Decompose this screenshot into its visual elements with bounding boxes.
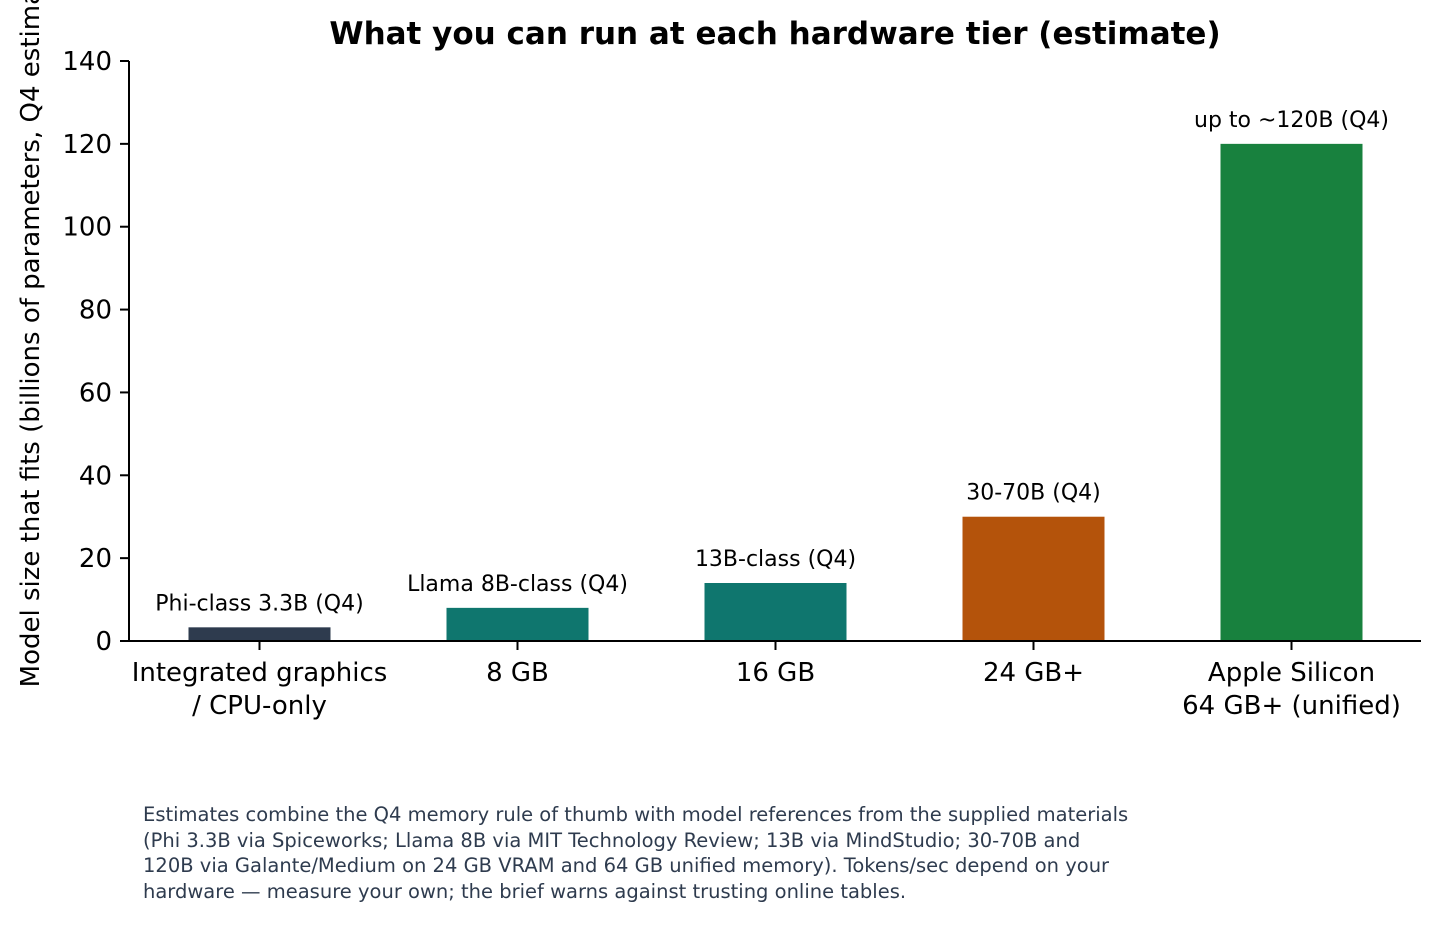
data-label: 30-70B (Q4) xyxy=(966,481,1101,506)
y-tick-label: 20 xyxy=(79,544,112,574)
y-axis-label: Model size that fits (billions of parame… xyxy=(16,0,46,687)
bar xyxy=(704,583,847,641)
bar xyxy=(188,627,331,641)
x-tick-label: 64 GB+ (unified) xyxy=(1182,691,1401,721)
x-tick-label: / CPU-only xyxy=(192,691,327,721)
data-label: Phi-class 3.3B (Q4) xyxy=(155,591,363,616)
footnote-line: 120B via Galante/Medium on 24 GB VRAM an… xyxy=(143,854,1110,877)
bar xyxy=(962,516,1105,641)
bar xyxy=(1220,143,1363,641)
data-label: Llama 8B-class (Q4) xyxy=(407,572,628,597)
y-tick-label: 120 xyxy=(62,130,112,160)
data-label: up to ~120B (Q4) xyxy=(1194,108,1389,133)
footnote-line: Estimates combine the Q4 memory rule of … xyxy=(143,803,1129,826)
chart-title: What you can run at each hardware tier (… xyxy=(329,16,1220,52)
footnote: Estimates combine the Q4 memory rule of … xyxy=(143,802,1223,904)
y-tick-label: 140 xyxy=(62,47,112,77)
bar xyxy=(446,607,589,641)
x-tick-label: 24 GB+ xyxy=(983,658,1084,688)
footnote-line: (Phi 3.3B via Spiceworks; Llama 8B via M… xyxy=(143,828,1081,852)
y-tick-label: 0 xyxy=(95,627,112,657)
y-tick-label: 60 xyxy=(79,378,112,408)
x-tick-label: Apple Silicon xyxy=(1208,658,1375,688)
plot-area: Phi-class 3.3B (Q4) Llama 8B-class (Q4) 13… xyxy=(62,47,1421,721)
y-tick-label: 40 xyxy=(79,461,112,491)
y-tick-label: 100 xyxy=(62,213,112,243)
x-tick-label: 8 GB xyxy=(486,658,549,688)
x-tick-label: Integrated graphics xyxy=(132,658,388,688)
y-tick-label: 80 xyxy=(79,296,112,326)
data-label: 13B-class (Q4) xyxy=(695,547,856,572)
footnote-line: hardware — measure your own; the brief w… xyxy=(143,879,907,903)
x-tick-label: 16 GB xyxy=(736,658,815,688)
